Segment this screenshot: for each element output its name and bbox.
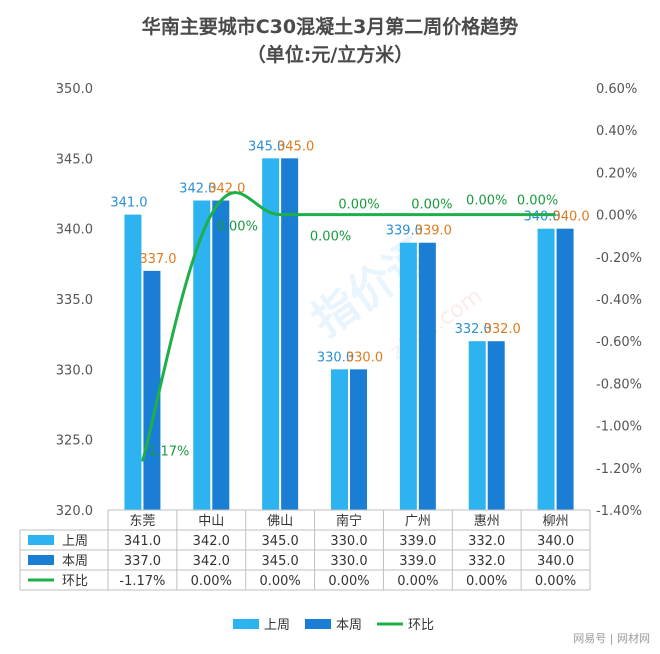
data-label-last-week: 345.0	[248, 139, 285, 154]
table-cell: 339.0	[399, 534, 436, 549]
legend-label: 环比	[408, 618, 434, 633]
y2-tick-label: 0.00%	[596, 209, 637, 224]
y-tick-label: 325.0	[56, 434, 93, 449]
x-tick-label: 东莞	[129, 514, 155, 529]
data-label-ratio: 0.00%	[466, 194, 507, 209]
bar-last-week	[399, 242, 417, 510]
y2-tick-label: -0.80%	[596, 377, 642, 392]
x-tick-label: 广州	[405, 514, 431, 529]
legend-swatch	[233, 619, 259, 629]
table-row-label: 上周	[62, 534, 88, 549]
y-tick-label: 335.0	[56, 293, 93, 308]
data-label-ratio: 0.00%	[310, 230, 351, 245]
x-tick-label: 南宁	[336, 513, 362, 529]
y2-tick-label: -1.00%	[596, 420, 642, 435]
y-tick-label: 350.0	[56, 82, 93, 97]
y2-tick-label: -0.60%	[596, 335, 642, 350]
bar-last-week	[262, 158, 280, 511]
data-label-ratio: 0.00%	[517, 194, 558, 209]
data-label-last-week: 332.0	[455, 322, 492, 337]
bar-last-week	[537, 228, 555, 510]
table-cell: 341.0	[124, 534, 161, 549]
bar-this-week	[212, 200, 230, 511]
y-tick-label: 340.0	[56, 223, 93, 238]
table-cell: 0.00%	[328, 574, 369, 589]
bar-last-week	[468, 341, 486, 510]
bar-this-week	[350, 369, 367, 510]
table-cell: 0.00%	[259, 574, 300, 589]
x-tick-label: 柳州	[543, 514, 569, 529]
bar-this-week	[556, 228, 574, 510]
y-tick-label: 320.0	[56, 504, 93, 519]
bar-this-week	[281, 158, 299, 511]
bar-this-week	[418, 242, 436, 510]
table-row-label: 环比	[62, 574, 88, 589]
legend-label: 本周	[336, 618, 362, 633]
table-cell: 342.0	[193, 534, 230, 549]
chart-subtitle: （单位:元/立方米）	[246, 44, 414, 66]
bar-this-week	[487, 341, 505, 510]
table-cell: 340.0	[537, 554, 574, 569]
y2-tick-label: 0.20%	[596, 166, 637, 181]
x-tick-label: 惠州	[474, 514, 500, 529]
table-cell: 0.00%	[191, 574, 232, 589]
table-legend-swatch	[28, 535, 54, 545]
footer-source: 网易号 | 网材网	[573, 632, 650, 645]
table-cell: 345.0	[262, 534, 299, 549]
data-label-this-week: 345.0	[277, 139, 314, 154]
data-label-this-week: 337.0	[139, 252, 176, 267]
y2-tick-label: -0.40%	[596, 293, 642, 308]
y2-tick-label: 0.60%	[596, 82, 637, 97]
bar-last-week	[124, 214, 142, 510]
line-ratio	[140, 191, 556, 462]
y2-tick-label: 0.40%	[596, 124, 637, 139]
legend-label: 上周	[264, 618, 290, 633]
bar-last-week	[331, 369, 348, 510]
data-label-last-week: 341.0	[110, 196, 147, 211]
table-row-label: 本周	[62, 554, 88, 569]
data-label-last-week: 342.0	[179, 182, 216, 197]
table-legend-swatch	[28, 555, 54, 565]
y2-tick-label: -1.20%	[596, 462, 642, 477]
table-cell: 332.0	[468, 554, 505, 569]
chart-title: 华南主要城市C30混凝土3月第二周价格趋势	[141, 16, 519, 38]
data-label-this-week: 332.0	[484, 322, 521, 337]
y-tick-label: 330.0	[56, 363, 93, 378]
x-tick-label: 中山	[198, 514, 224, 529]
table-cell: 342.0	[193, 554, 230, 569]
data-label-this-week: 339.0	[415, 224, 452, 239]
table-cell: 340.0	[537, 534, 574, 549]
data-label-last-week: 339.0	[386, 224, 423, 239]
table-cell: 332.0	[468, 534, 505, 549]
bar-this-week	[143, 270, 161, 510]
x-tick-label: 佛山	[267, 514, 293, 529]
table-cell: 0.00%	[397, 574, 438, 589]
bar-last-week	[193, 200, 211, 511]
data-label-this-week: 330.0	[346, 350, 383, 365]
data-label-ratio: 0.00%	[338, 198, 379, 213]
table-cell: 339.0	[399, 554, 436, 569]
y-tick-label: 345.0	[56, 152, 93, 167]
table-cell: 330.0	[330, 534, 367, 549]
y2-tick-label: -0.20%	[596, 251, 642, 266]
table-cell: 0.00%	[466, 574, 507, 589]
table-cell: 345.0	[262, 554, 299, 569]
data-label-ratio: 0.00%	[217, 220, 258, 235]
data-label-ratio: 0.00%	[411, 198, 452, 213]
data-label-this-week: 340.0	[552, 210, 589, 225]
table-cell: 330.0	[330, 554, 367, 569]
data-label-last-week: 330.0	[317, 350, 354, 365]
table-cell: 337.0	[124, 554, 161, 569]
legend-swatch	[305, 619, 331, 629]
y2-tick-label: -1.40%	[596, 504, 642, 519]
table-cell: -1.17%	[119, 574, 165, 589]
table-cell: 0.00%	[535, 574, 576, 589]
data-label-ratio: -1.17%	[143, 444, 189, 459]
